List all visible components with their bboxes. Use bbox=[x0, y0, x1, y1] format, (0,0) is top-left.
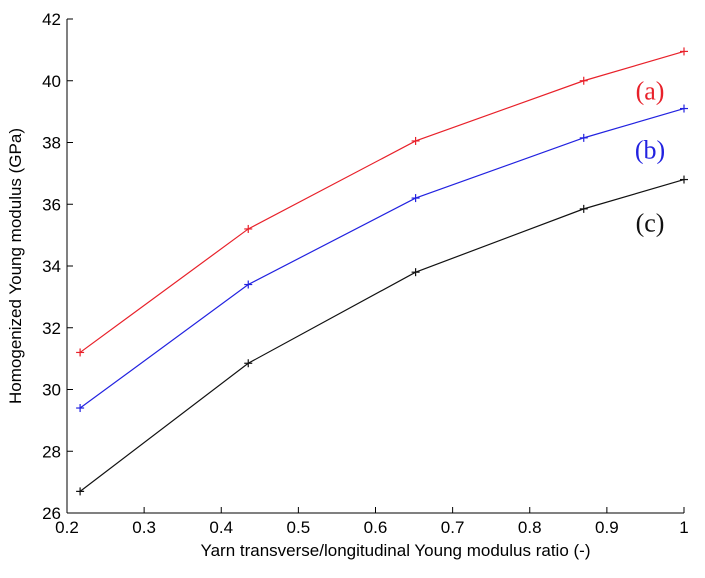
y-tick-label: 34 bbox=[42, 257, 61, 276]
x-tick-label: 0.5 bbox=[287, 518, 311, 537]
data-point-marker bbox=[411, 194, 420, 203]
series-label: (b) bbox=[635, 136, 665, 165]
series-1: (a) bbox=[76, 47, 688, 357]
series-line bbox=[79, 107, 685, 409]
data-point-marker bbox=[579, 133, 588, 142]
data-point-marker bbox=[579, 204, 588, 213]
data-point-marker bbox=[680, 47, 688, 56]
data-point-marker bbox=[244, 359, 253, 368]
y-ticks: 26 28 30 32 34 36 38 40 42 bbox=[42, 10, 73, 523]
x-tick-label: 0.3 bbox=[132, 518, 156, 537]
x-ticks: 0.2 0.3 0.4 0.5 0.6 0.7 0.8 0.9 1 bbox=[55, 507, 689, 537]
series-label: (a) bbox=[636, 76, 665, 105]
data-point-marker bbox=[76, 348, 85, 357]
series-line bbox=[79, 178, 685, 492]
x-tick-label: 0.7 bbox=[441, 518, 465, 537]
y-tick-label: 30 bbox=[42, 381, 61, 400]
series-layer: (a) (b) (c) bbox=[76, 47, 688, 496]
x-axis-label: Yarn transverse/longitudinal Young modul… bbox=[201, 541, 591, 560]
data-point-marker bbox=[680, 104, 688, 113]
x-tick-label: 0.2 bbox=[55, 518, 79, 537]
data-point-marker bbox=[579, 76, 588, 85]
series-line bbox=[79, 50, 685, 353]
data-point-marker bbox=[76, 487, 85, 496]
y-tick-label: 42 bbox=[42, 10, 61, 29]
data-point-marker bbox=[76, 404, 85, 413]
x-tick-label: 0.8 bbox=[518, 518, 542, 537]
data-point-marker bbox=[244, 280, 253, 289]
y-tick-label: 38 bbox=[42, 134, 61, 153]
data-point-marker bbox=[411, 136, 420, 145]
y-tick-label: 28 bbox=[42, 442, 61, 461]
y-axis-label: Homogenized Young modulus (GPa) bbox=[6, 128, 25, 404]
x-tick-label: 1 bbox=[679, 518, 688, 537]
x-tick-label: 0.4 bbox=[209, 518, 233, 537]
series-3: (c) bbox=[76, 175, 688, 496]
y-tick-label: 40 bbox=[42, 72, 61, 91]
y-tick-label: 36 bbox=[42, 195, 61, 214]
x-tick-label: 0.9 bbox=[595, 518, 619, 537]
data-point-marker bbox=[680, 175, 688, 184]
series-label: (c) bbox=[636, 209, 665, 238]
x-tick-label: 0.6 bbox=[364, 518, 388, 537]
y-tick-label: 26 bbox=[42, 504, 61, 523]
data-point-marker bbox=[244, 224, 253, 233]
series-2: (b) bbox=[76, 104, 688, 413]
data-point-marker bbox=[411, 268, 420, 277]
y-tick-label: 32 bbox=[42, 319, 61, 338]
